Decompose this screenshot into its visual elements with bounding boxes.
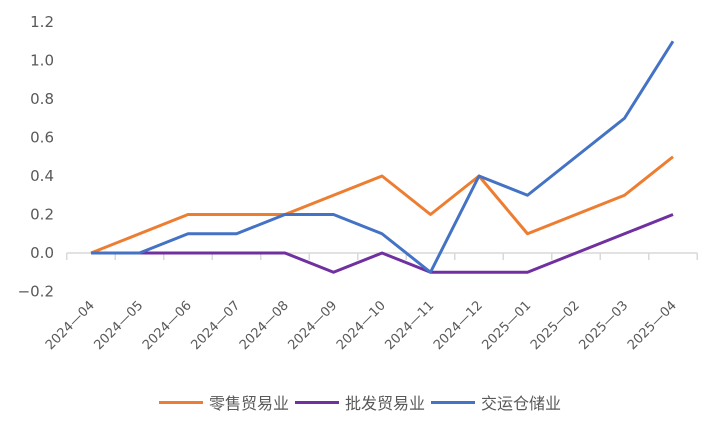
x-tick-label: 2024—11 (382, 298, 437, 353)
legend-label-wholesale: 批发贸易业 (344, 394, 425, 413)
x-tick-label: 2024—07 (188, 298, 243, 353)
y-tick-label: 0.2 (30, 206, 54, 224)
y-axis: −0.2 0.0 0.2 0.4 0.6 0.8 1.0 1.2 (18, 13, 54, 301)
legend-label-transport: 交运仓储业 (481, 394, 562, 413)
wholesale-series-line (91, 213, 674, 274)
legend-swatch-wholesale (294, 400, 339, 404)
x-tick-label: 2025—04 (625, 298, 680, 353)
legend-item-transport: 交运仓储业 (431, 390, 561, 414)
x-tick-label: 2025—02 (528, 298, 583, 353)
y-tick-label: 1.2 (30, 13, 54, 31)
x-tick-label: 2024—09 (285, 298, 340, 353)
x-tick-label: 2024—04 (43, 298, 98, 353)
y-tick-label: 0.6 (30, 129, 54, 147)
y-tick-label: 1.0 (30, 52, 54, 70)
y-tick-label: 0.0 (30, 244, 54, 262)
transport-series-line (91, 40, 675, 274)
retail-series-line (90, 155, 674, 255)
legend-item-retail: 零售贸易业 (158, 390, 289, 414)
legend-label-retail: 零售贸易业 (208, 394, 289, 413)
x-tick-label: 2024—06 (140, 298, 195, 353)
x-tick-label: 2024—05 (91, 298, 146, 353)
x-tick-label: 2024—10 (334, 298, 389, 353)
plot-area (90, 40, 675, 274)
legend: 零售贸易业 批发贸易业 交运仓储业 (0, 390, 720, 414)
legend-swatch-retail (158, 400, 203, 404)
x-tick-label: 2024—12 (431, 298, 486, 353)
x-tick-label: 2024—08 (237, 298, 292, 353)
x-tick-label: 2025—03 (576, 298, 631, 353)
x-axis: 2024—042024—052024—062024—072024—082024—… (43, 252, 698, 353)
y-tick-label: 0.4 (30, 167, 54, 185)
y-tick-label: −0.2 (18, 283, 54, 301)
y-tick-label: 0.8 (30, 90, 54, 108)
x-tick-label: 2025—01 (479, 298, 534, 353)
legend-swatch-transport (431, 400, 475, 404)
legend-item-wholesale: 批发贸易业 (294, 390, 425, 414)
